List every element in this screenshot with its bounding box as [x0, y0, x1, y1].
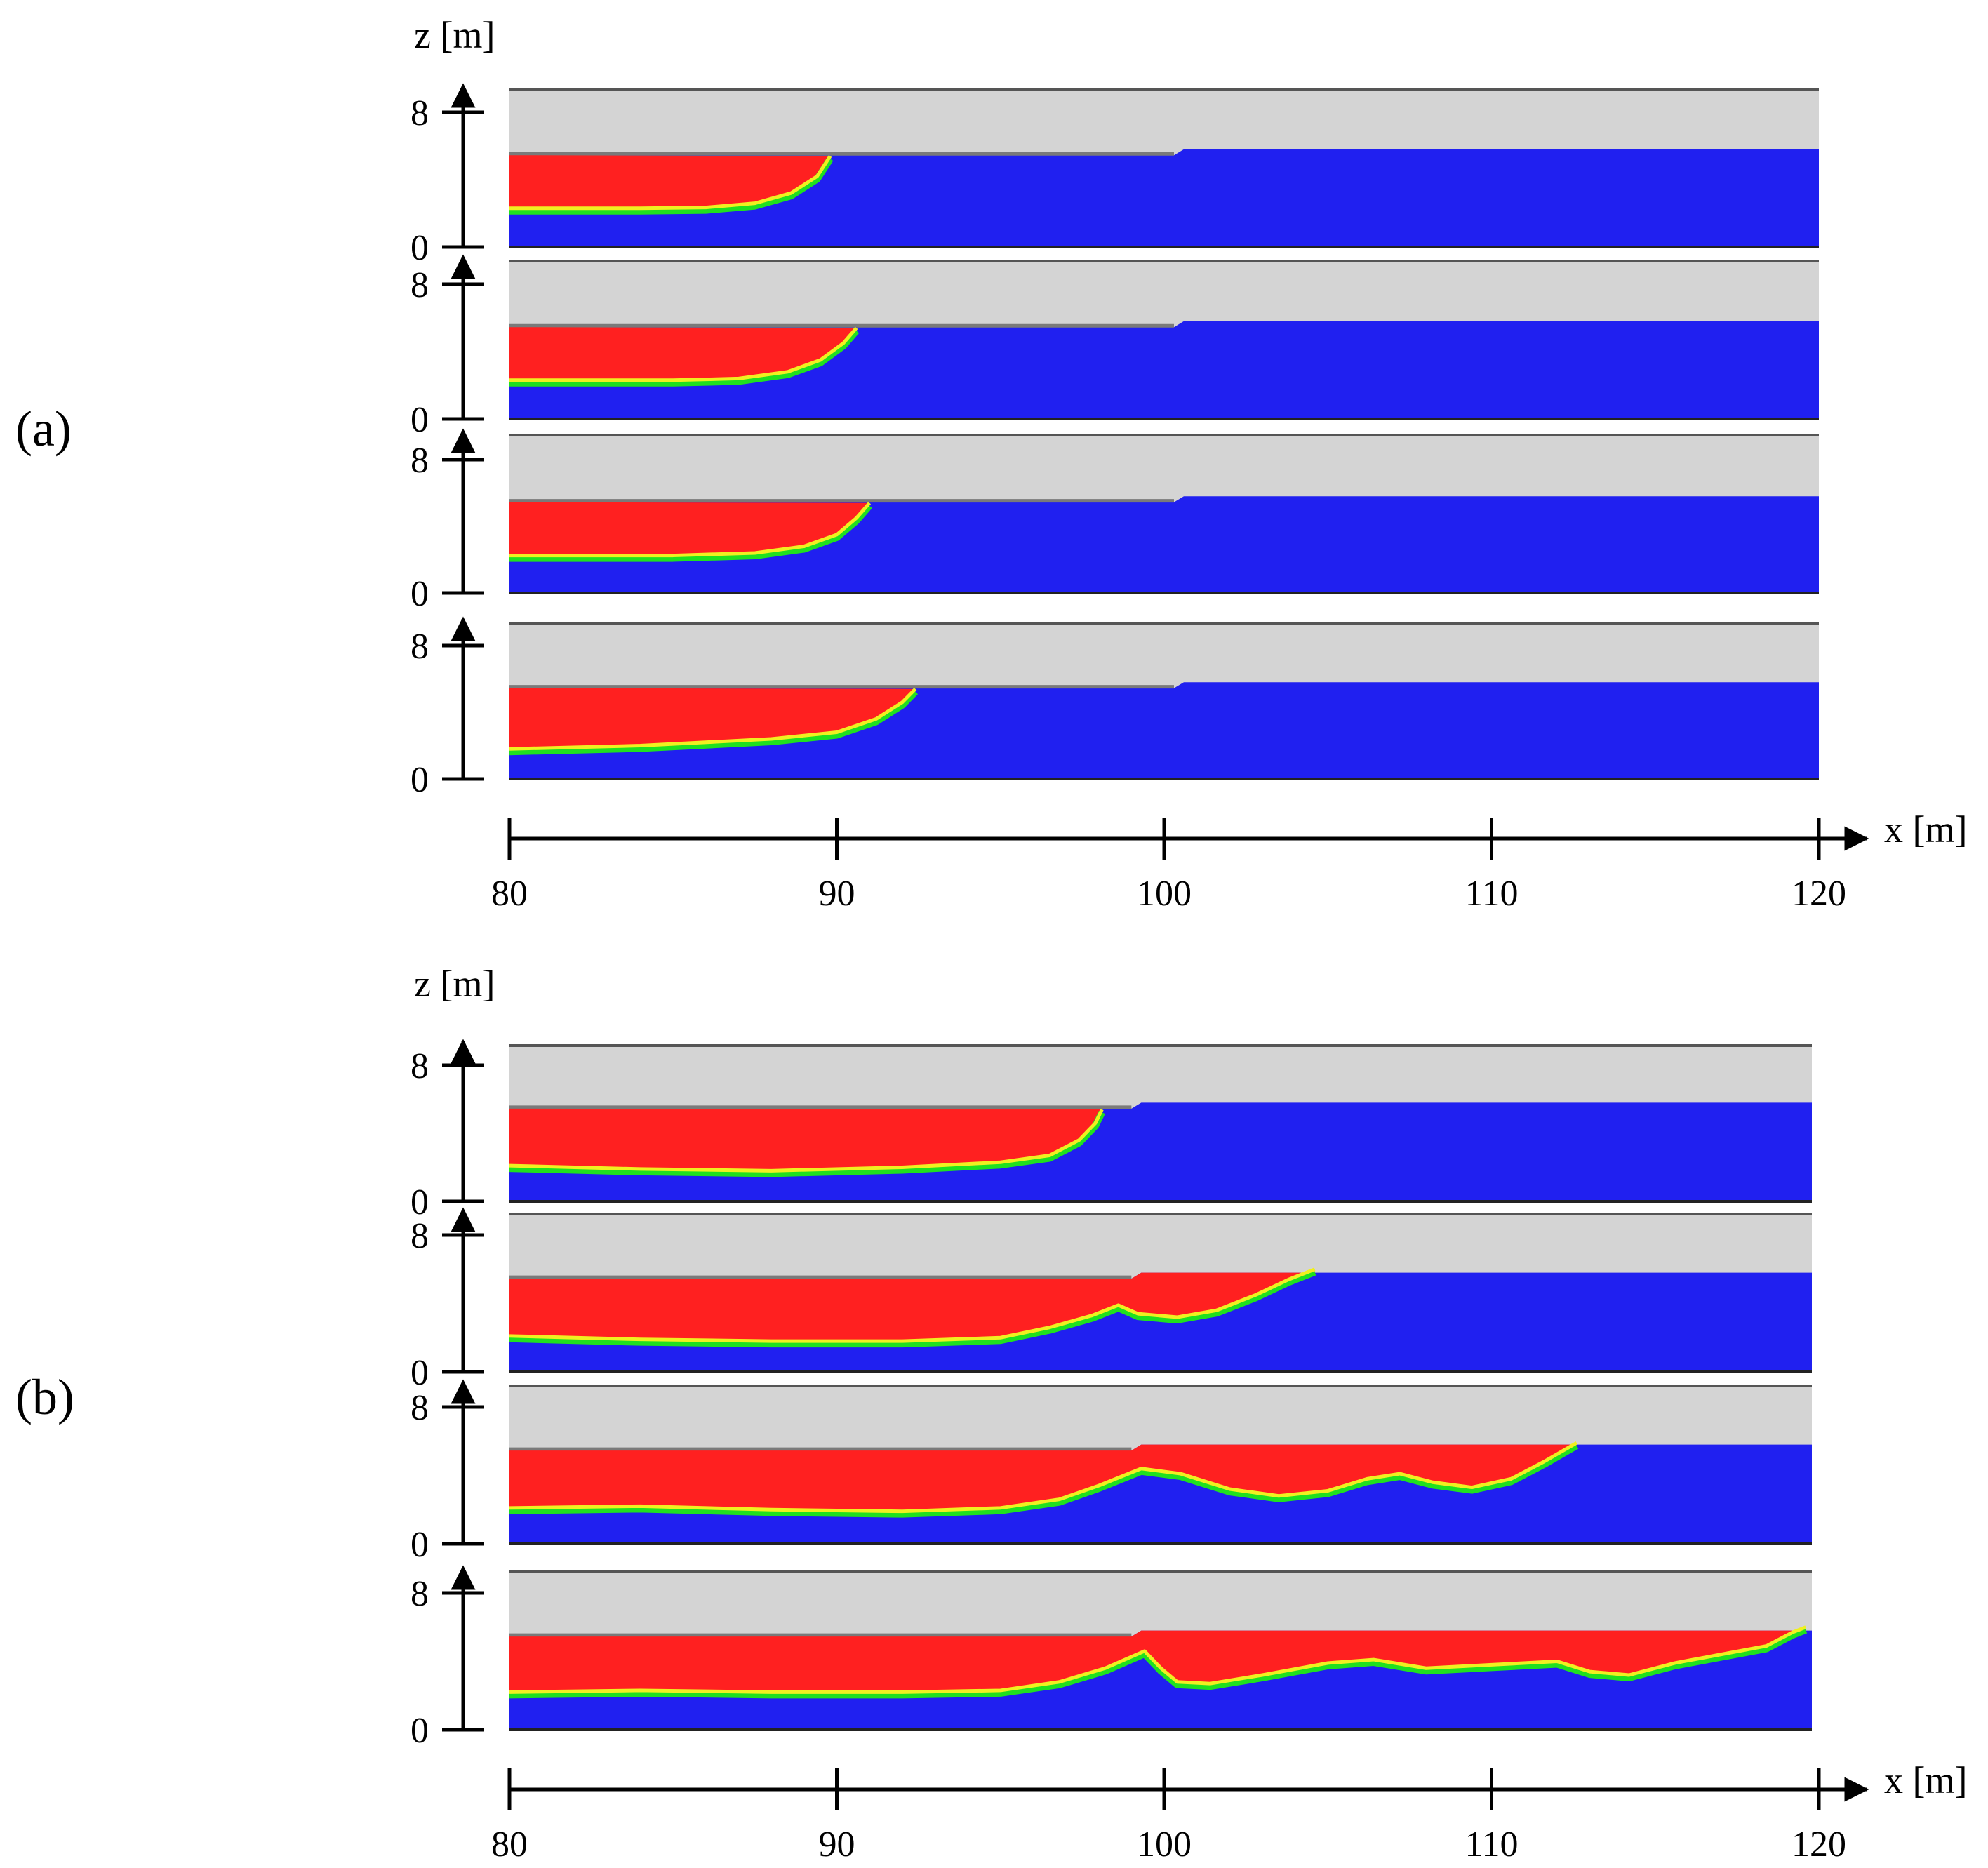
z-tick-label-0: 0 [411, 1353, 429, 1393]
interface-green [509, 1269, 1316, 1348]
z-axis-label-a: z [m] [414, 14, 495, 56]
interface-yellow [509, 1441, 1578, 1514]
a-row-1: 08 [411, 83, 1819, 268]
x-tick-label-80: 80 [491, 1824, 528, 1864]
upper-layer-region [509, 327, 857, 380]
interface-green [509, 156, 834, 215]
a-row-3: 08 [411, 428, 1819, 614]
z-tick-label-0: 0 [411, 1182, 429, 1222]
x-tick-label-110: 110 [1465, 1824, 1518, 1864]
x-axis-a: 80 90 100 110 120 [491, 818, 1869, 914]
z-tick-label-8: 8 [411, 627, 429, 667]
panel-label-a: (a) [15, 401, 72, 457]
a-row-4: 08 [411, 616, 1819, 800]
x-tick-label-80: 80 [491, 874, 528, 914]
x-axis-label-a: x [m] [1884, 808, 1967, 850]
b-row-1: 08 [411, 1039, 1812, 1222]
interface-yellow [509, 1108, 1104, 1173]
z-tick-label-0: 0 [411, 574, 429, 614]
z-axis-label-b: z [m] [414, 963, 495, 1005]
z-tick-label-8: 8 [411, 1574, 429, 1614]
a-row-2: 08 [411, 254, 1819, 440]
interface-green [509, 1442, 1579, 1518]
z-tick-label-0: 0 [411, 400, 429, 440]
x-axis-b: 80 90 100 110 120 [491, 1768, 1869, 1864]
z-tick-label-8: 8 [411, 265, 429, 305]
x-tick-label-90: 90 [819, 1824, 855, 1864]
z-tick-label-0: 0 [411, 228, 429, 268]
z-tick-label-8: 8 [411, 441, 429, 481]
z-tick-label-0: 0 [411, 1711, 429, 1751]
z-tick-label-0: 0 [411, 760, 429, 800]
interface-yellow [509, 1267, 1316, 1343]
x-tick-label-120: 120 [1792, 874, 1846, 914]
interface-yellow [509, 687, 917, 751]
upper-layer-region [509, 1443, 1577, 1512]
x-tick-label-120: 120 [1792, 1824, 1846, 1864]
interface-green [509, 328, 860, 387]
upper-layer-region [509, 1108, 1102, 1171]
upper-layer-region [509, 1269, 1315, 1342]
upper-layer-region [509, 502, 870, 556]
z-tick-label-0: 0 [411, 1525, 429, 1565]
b-row-4: 08 [411, 1565, 1812, 1751]
x-tick-label-110: 110 [1465, 874, 1518, 914]
upper-layer-region [509, 155, 831, 208]
upper-layer-region [509, 1627, 1806, 1693]
interface-green [509, 689, 919, 756]
interface-yellow [509, 155, 832, 211]
z-tick-label-8: 8 [411, 93, 429, 133]
interface-green [509, 1110, 1105, 1177]
x-tick-label-90: 90 [819, 874, 855, 914]
interface-yellow [509, 326, 858, 382]
panel-label-b: (b) [15, 1369, 74, 1425]
lower-layer-region [509, 149, 1819, 247]
x-axis-label-b: x [m] [1884, 1759, 1967, 1801]
z-tick-label-8: 8 [411, 1216, 429, 1256]
interface-green [509, 1627, 1808, 1699]
x-tick-label-100: 100 [1137, 874, 1192, 914]
z-tick-label-8: 8 [411, 1388, 429, 1428]
interface-yellow [509, 1625, 1807, 1694]
interface-green [509, 503, 872, 562]
interface-yellow [509, 502, 872, 558]
b-row-2: 08 [411, 1207, 1812, 1393]
z-tick-label-8: 8 [411, 1046, 429, 1086]
b-row-3: 08 [411, 1379, 1812, 1565]
x-tick-label-100: 100 [1137, 1824, 1192, 1864]
